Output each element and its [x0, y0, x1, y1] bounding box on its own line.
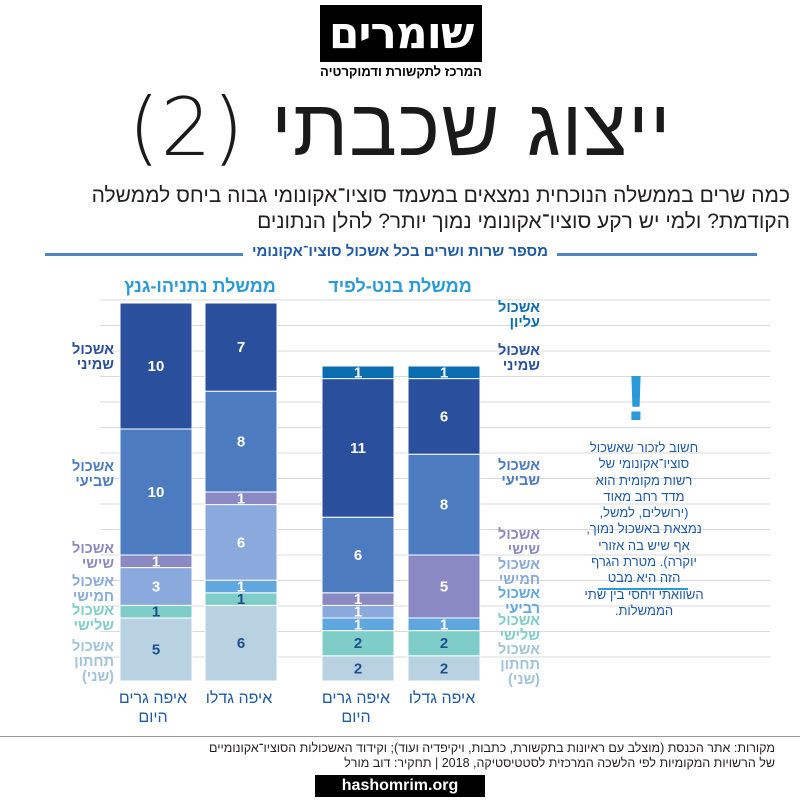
bar-segment — [204, 302, 278, 392]
bar-value-label: 1 — [152, 604, 160, 621]
bar-value-label: 3 — [152, 579, 160, 596]
bar-value-label: 2 — [440, 660, 448, 677]
gov-heading-bennett-lapid: ממשלת בנט-לפיד — [328, 276, 472, 296]
col-label-bl-live: איפה גרים היום — [321, 690, 391, 726]
bar-value-label: 11 — [350, 440, 366, 457]
gov-heading-netanyahu-gantz: ממשלת נתניהו-גנץ — [124, 276, 276, 296]
right-label-cluster-7: אשכול שביעי — [498, 458, 540, 489]
col-label-ng-live: איפה גרים היום — [118, 690, 188, 726]
bar-segment — [321, 516, 395, 594]
bar-segment — [407, 453, 481, 556]
logo-subtitle: המרכז לתקשורת ודמוקרטיה — [320, 64, 482, 79]
left-label-cluster-8: אשכול שמיני — [72, 342, 114, 373]
bar-value-label: 1 — [237, 490, 245, 507]
bar-value-label: 1 — [440, 364, 448, 381]
bar-value-label: 1 — [354, 604, 362, 621]
bar-value-label: 1 — [237, 591, 245, 608]
right-label-cluster-3: אשכול שלישי — [498, 613, 540, 644]
bar-value-label: 2 — [354, 635, 362, 652]
bar-segment — [204, 604, 278, 682]
exclamation-icon: ! — [625, 362, 647, 434]
bar-segment — [321, 378, 395, 518]
right-label-cluster-6: אשכול שישי — [498, 527, 540, 558]
bar-segment — [407, 655, 481, 682]
right-label-cluster-2: אשכול תחתון (שני) — [498, 642, 540, 688]
bar-value-label: 6 — [237, 534, 245, 551]
bar-value-label: 2 — [440, 635, 448, 652]
right-label-cluster-8: אשכול שמיני — [498, 343, 540, 374]
right-label-cluster-4: אשכול רביעי — [498, 586, 540, 617]
site-url-link[interactable]: hashomrim.org — [315, 775, 485, 797]
col-label-ng-grew: איפה גדלו — [205, 690, 273, 707]
bar-segment — [321, 365, 395, 380]
bar-value-label: 1 — [354, 364, 362, 381]
bar-segment — [321, 630, 395, 657]
note-text: חשוב לזכור שאשכול סוציו־אקונומי של רשות … — [584, 440, 704, 618]
bar-segment — [407, 365, 481, 380]
bar-segment — [321, 655, 395, 682]
left-label-cluster-6: אשכול שישי — [72, 541, 114, 572]
bar-value-label: 5 — [152, 642, 160, 659]
left-label-cluster-5: אשכול חמישי — [72, 574, 114, 605]
bar-segment — [407, 554, 481, 619]
logo: שומרים — [320, 5, 482, 62]
bar-segment — [407, 630, 481, 657]
left-label-cluster-2: אשכול תחתון (שני) — [72, 639, 114, 685]
bar-value-label: 8 — [237, 434, 245, 451]
bar-value-label: 6 — [354, 547, 362, 564]
bar-value-label: 8 — [440, 497, 448, 514]
section-title: מספר שרות ושרים בכל אשכול סוציו־אקונומי — [252, 243, 548, 260]
bar-segment — [407, 378, 481, 455]
bar-value-label: 6 — [237, 635, 245, 652]
bar-value-label: 7 — [237, 339, 245, 356]
bar-segment — [119, 302, 193, 430]
bar-segment — [119, 617, 193, 682]
section-rule-left — [45, 253, 243, 256]
bar-value-label: 10 — [148, 358, 165, 375]
left-label-cluster-3: אשכול שלישי — [72, 603, 114, 634]
left-label-cluster-7: אשכול שביעי — [72, 459, 114, 490]
col-label-bl-grew: איפה גדלו — [408, 690, 476, 707]
bar-value-label: 2 — [354, 660, 362, 677]
right-label-cluster-top: אשכול עליון — [498, 300, 540, 331]
footer-rule — [0, 736, 800, 737]
bar-value-label: 1 — [152, 553, 160, 570]
sources-line-2: של הרשויות המקומיות לפי הלשכה המרכזית לס… — [344, 756, 775, 770]
bar-value-label: 1 — [237, 579, 245, 596]
bar-segment — [204, 504, 278, 581]
page-title: ייצוג שכבתי (2) — [128, 81, 672, 174]
bar-value-label: 5 — [440, 579, 448, 596]
bar-value-label: 10 — [148, 484, 165, 501]
note-underline — [598, 588, 688, 590]
bar-segment — [119, 428, 193, 556]
right-label-cluster-5: אשכול חמישי — [498, 557, 540, 588]
bar-segment — [119, 567, 193, 606]
bar-value-label: 1 — [440, 616, 448, 633]
page-subtitle: כמה שרים בממשלה הנוכחית נמצאים במעמד סוצ… — [91, 184, 790, 233]
bar-segment — [204, 390, 278, 493]
bar-value-label: 1 — [354, 616, 362, 633]
bar-value-label: 6 — [440, 408, 448, 425]
sources: מקורות: אתר הכנסת (מוצלב עם ראיונות בתקש… — [30, 741, 775, 771]
bar-value-label: 1 — [354, 591, 362, 608]
sources-line-1: מקורות: אתר הכנסת (מוצלב עם ראיונות בתקש… — [209, 741, 775, 755]
section-rule-right — [557, 253, 757, 256]
